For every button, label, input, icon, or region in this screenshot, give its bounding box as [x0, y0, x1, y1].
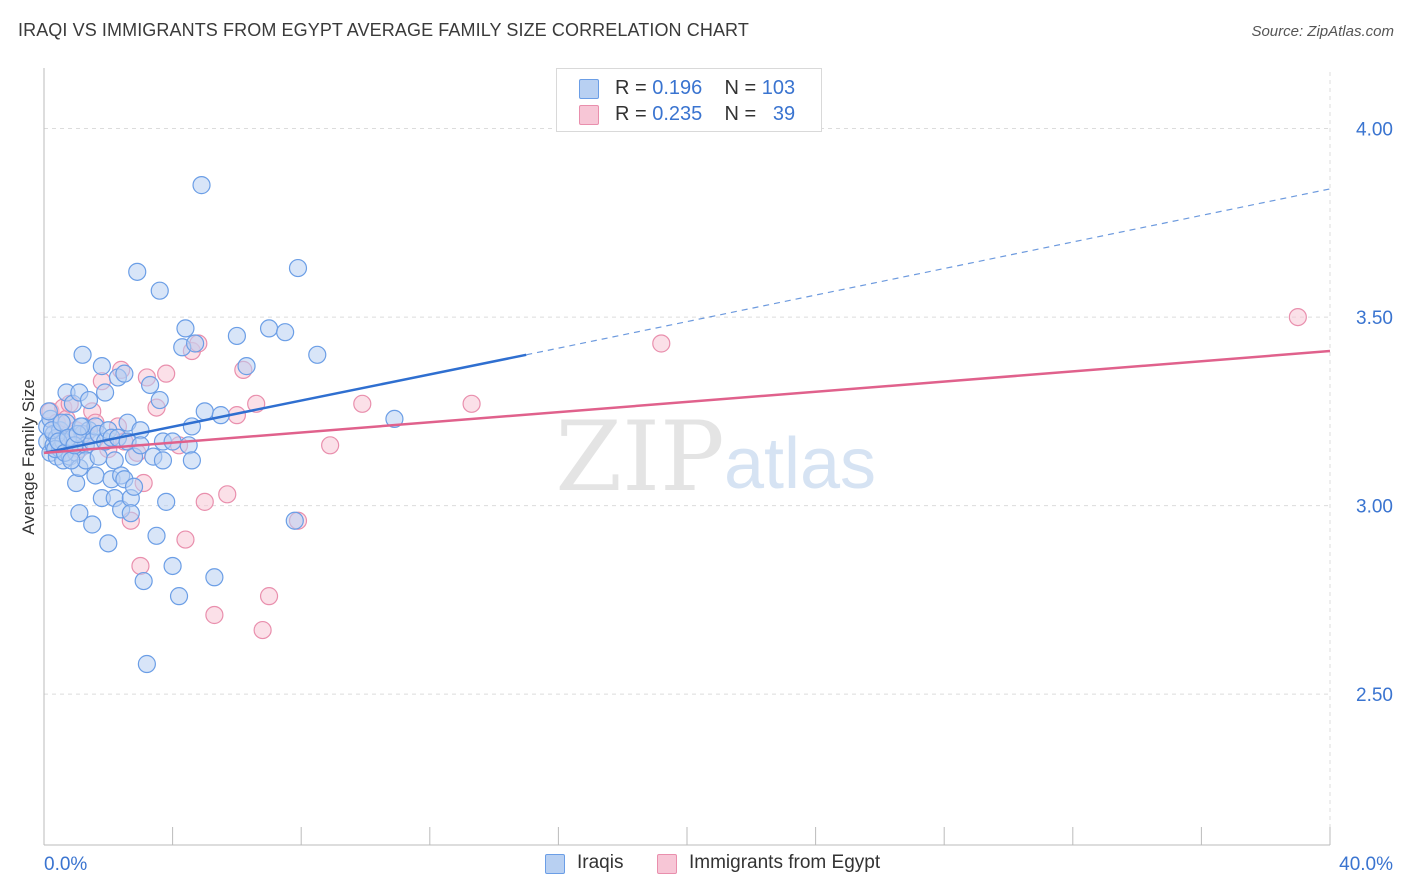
y-axis-label: Average Family Size [19, 379, 38, 535]
iraqi-point [205, 568, 224, 587]
legend-swatch-iraqis [579, 79, 599, 99]
iraqi-point [92, 357, 111, 376]
legend-r-label: R = [615, 103, 647, 125]
iraqi-point [70, 504, 89, 523]
iraqi-point [99, 534, 118, 553]
iraqi-trend-extension [526, 188, 1331, 356]
legend-n-egypt: 39 [772, 103, 796, 125]
legend-r-label: R = [615, 77, 647, 99]
iraqi-point [105, 451, 124, 470]
watermark-atlas: atlas [724, 424, 876, 504]
iraqi-point [86, 466, 105, 485]
legend-n-label: N = [724, 77, 757, 99]
iraqi-point [73, 345, 92, 364]
iraqi-point [115, 364, 134, 383]
iraqi-trend-line [43, 353, 527, 455]
egypt-point [1288, 307, 1307, 327]
legend-text-iraqis: R = 0.196 N = 103 [615, 77, 795, 100]
legend-swatch-egypt [579, 105, 599, 125]
x-tick-label-min: 0.0% [44, 854, 87, 875]
iraqi-point [192, 176, 211, 195]
y-tick-label: 4.00 [1356, 120, 1393, 141]
egypt-point [321, 436, 340, 455]
iraqi-point [169, 587, 189, 606]
iraqi-point [71, 417, 91, 436]
egypt-point [218, 485, 237, 504]
trend-lines [43, 188, 1331, 455]
iraqi-point [179, 436, 198, 455]
egypt-point [205, 605, 224, 625]
iraqi-point [79, 390, 99, 410]
legend-text-egypt: R = 0.235 N = 39 [615, 103, 795, 126]
legend-n-label: N = [724, 103, 757, 125]
iraqi-point [157, 492, 176, 511]
y-tick-label: 2.50 [1356, 685, 1393, 706]
iraqi-point [259, 319, 279, 338]
watermark-zip: ZIP [555, 401, 724, 513]
stats-legend: R = 0.196 N = 103 R = 0.235 N = 39 [556, 68, 822, 132]
tick-labels: 2.50 3.00 3.50 4.00 0.0% 40.0% [44, 120, 1393, 875]
egypt-point [131, 556, 150, 576]
bottom-swatch-egypt [657, 854, 677, 874]
iraqi-point [308, 345, 327, 364]
legend-r-iraqis: 0.196 [652, 77, 703, 99]
egypt-point [253, 620, 272, 640]
chart-title: IRAQI VS IMMIGRANTS FROM EGYPT AVERAGE F… [18, 20, 749, 40]
iraqi-point [89, 447, 108, 466]
iraqi-point [176, 319, 195, 338]
iraqi-point [62, 451, 81, 470]
iraqi-point [137, 654, 156, 674]
y-tick-label: 3.00 [1356, 497, 1393, 518]
iraqi-point [131, 421, 150, 440]
iraqi-point [52, 413, 71, 432]
iraqi-point [195, 402, 214, 421]
series-iraqi-points [38, 176, 404, 674]
legend-n-iraqis: 103 [761, 77, 796, 99]
iraqi-point [121, 504, 140, 523]
iraqi-point [67, 473, 86, 493]
egypt-point [259, 587, 279, 606]
egypt-point [353, 394, 372, 413]
x-tick-label-max: 40.0% [1339, 854, 1393, 875]
iraqi-point [276, 323, 295, 342]
iraqi-point [95, 383, 115, 402]
egypt-point [176, 530, 195, 549]
iraqi-point [150, 281, 169, 300]
iraqi-point [150, 390, 169, 410]
bottom-label-egypt: Immigrants from Egypt [689, 852, 881, 873]
iraqi-point [163, 556, 182, 576]
y-tick-label: 3.50 [1356, 308, 1393, 329]
iraqi-point [83, 515, 102, 534]
iraqi-point [140, 375, 160, 395]
egypt-point [462, 394, 481, 413]
iraqi-point [285, 511, 304, 530]
iraqi-point [227, 326, 246, 346]
egypt-trend-line [43, 349, 1331, 455]
iraqi-point [385, 409, 404, 429]
egypt-point [195, 492, 214, 511]
egypt-point [157, 364, 176, 383]
iraqi-point [124, 477, 144, 496]
egypt-point [652, 334, 671, 353]
iraqi-point [128, 262, 147, 281]
bottom-swatch-iraqis [545, 854, 565, 874]
source-label: Source: ZipAtlas.com [1251, 23, 1394, 40]
iraqi-point [186, 334, 205, 353]
legend-r-egypt: 0.235 [652, 103, 703, 125]
iraqi-point [237, 357, 256, 376]
bottom-label-iraqis: Iraqis [577, 852, 624, 873]
iraqi-point [288, 258, 308, 278]
iraqi-point [39, 402, 58, 421]
iraqi-point [153, 451, 173, 470]
iraqi-point [134, 571, 153, 591]
iraqi-point [182, 451, 201, 470]
iraqi-point [147, 526, 166, 545]
